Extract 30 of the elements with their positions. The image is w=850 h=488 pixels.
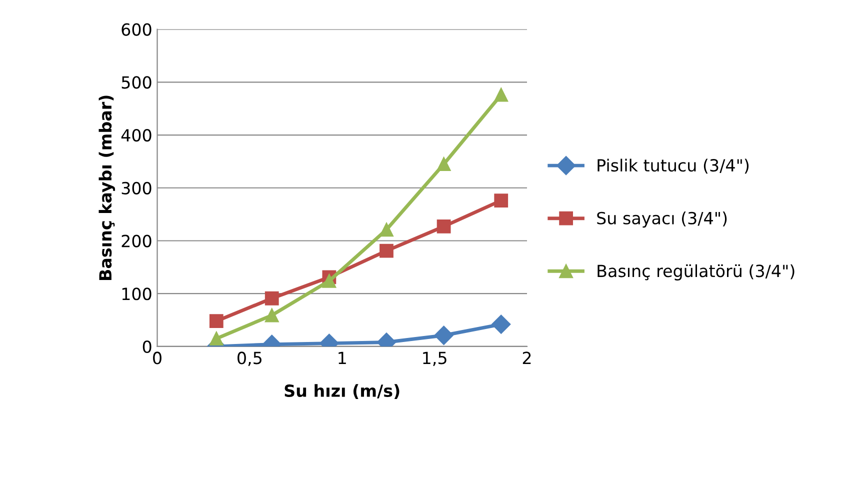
point	[380, 222, 394, 237]
point	[436, 157, 451, 172]
x-tick-label: 1	[338, 352, 346, 364]
point	[264, 291, 279, 306]
point	[380, 244, 394, 258]
x-axis-title: Su hızı (m/s)	[284, 384, 400, 399]
point	[264, 308, 279, 322]
y-tick-label: 100	[122, 288, 152, 300]
x-tick-label: 0	[153, 352, 162, 364]
y-tick-label: 400	[121, 128, 152, 142]
point	[209, 314, 224, 328]
point	[494, 88, 508, 102]
x-tick-label: 2	[522, 352, 531, 364]
x-tick-label: 0,5	[238, 352, 262, 366]
y-tick-label: 300	[122, 182, 152, 194]
y-axis-title: Basınç kaybı (mbar)	[98, 96, 116, 280]
point	[209, 332, 224, 346]
legend-label: Basınç regülatörü (3/4")	[598, 264, 794, 280]
legend-label: Pislik tutucu (3/4")	[598, 158, 749, 174]
y-tick-label: 200	[122, 234, 152, 248]
y-tick-label: 600	[122, 23, 152, 36]
point	[434, 326, 454, 345]
point	[436, 220, 451, 234]
y-tick-label: 500	[122, 76, 152, 89]
legend-label: Su sayacı (3/4")	[597, 212, 727, 228]
point	[492, 314, 511, 334]
x-tick-label: 1,5	[423, 352, 446, 366]
point	[494, 194, 508, 208]
point	[322, 274, 336, 288]
y-tick-label: 0	[142, 340, 152, 354]
